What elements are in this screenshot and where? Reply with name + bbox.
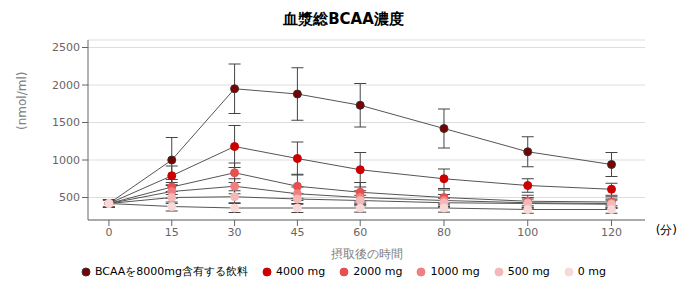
svg-text:1500: 1500 — [52, 116, 80, 129]
svg-text:45: 45 — [290, 226, 304, 239]
svg-text:500: 500 — [59, 191, 80, 204]
html-text:BCAAを8000mg含有する飲料: BCAAを8000mg含有する飲料 — [94, 265, 248, 278]
svg-text:60: 60 — [353, 226, 367, 239]
svg-text:120: 120 — [601, 226, 622, 239]
svg-text:0: 0 — [105, 226, 112, 239]
html-text:4000 mg: 4000 mg — [276, 265, 326, 278]
html-text:1000 mg: 1000 mg — [430, 265, 480, 278]
svg-text:2000: 2000 — [52, 79, 80, 92]
svg-text:(nmol/ml): (nmol/ml) — [15, 72, 29, 130]
svg-text:30: 30 — [228, 226, 242, 239]
html-text:0 mg: 0 mg — [577, 265, 606, 278]
svg-text:2500: 2500 — [52, 41, 80, 54]
svg-text:80: 80 — [437, 226, 451, 239]
html-text:2000 mg: 2000 mg — [353, 265, 403, 278]
html-text:血漿総BCAA濃度: 血漿総BCAA濃度 — [283, 10, 404, 28]
svg-text:100: 100 — [517, 226, 538, 239]
svg-text:摂取後の時間: 摂取後の時間 — [331, 247, 403, 260]
html-text:500 mg: 500 mg — [507, 265, 550, 278]
svg-text:15: 15 — [165, 226, 179, 239]
html-text:(分): (分) — [655, 223, 677, 237]
svg-text:1000: 1000 — [52, 154, 80, 167]
